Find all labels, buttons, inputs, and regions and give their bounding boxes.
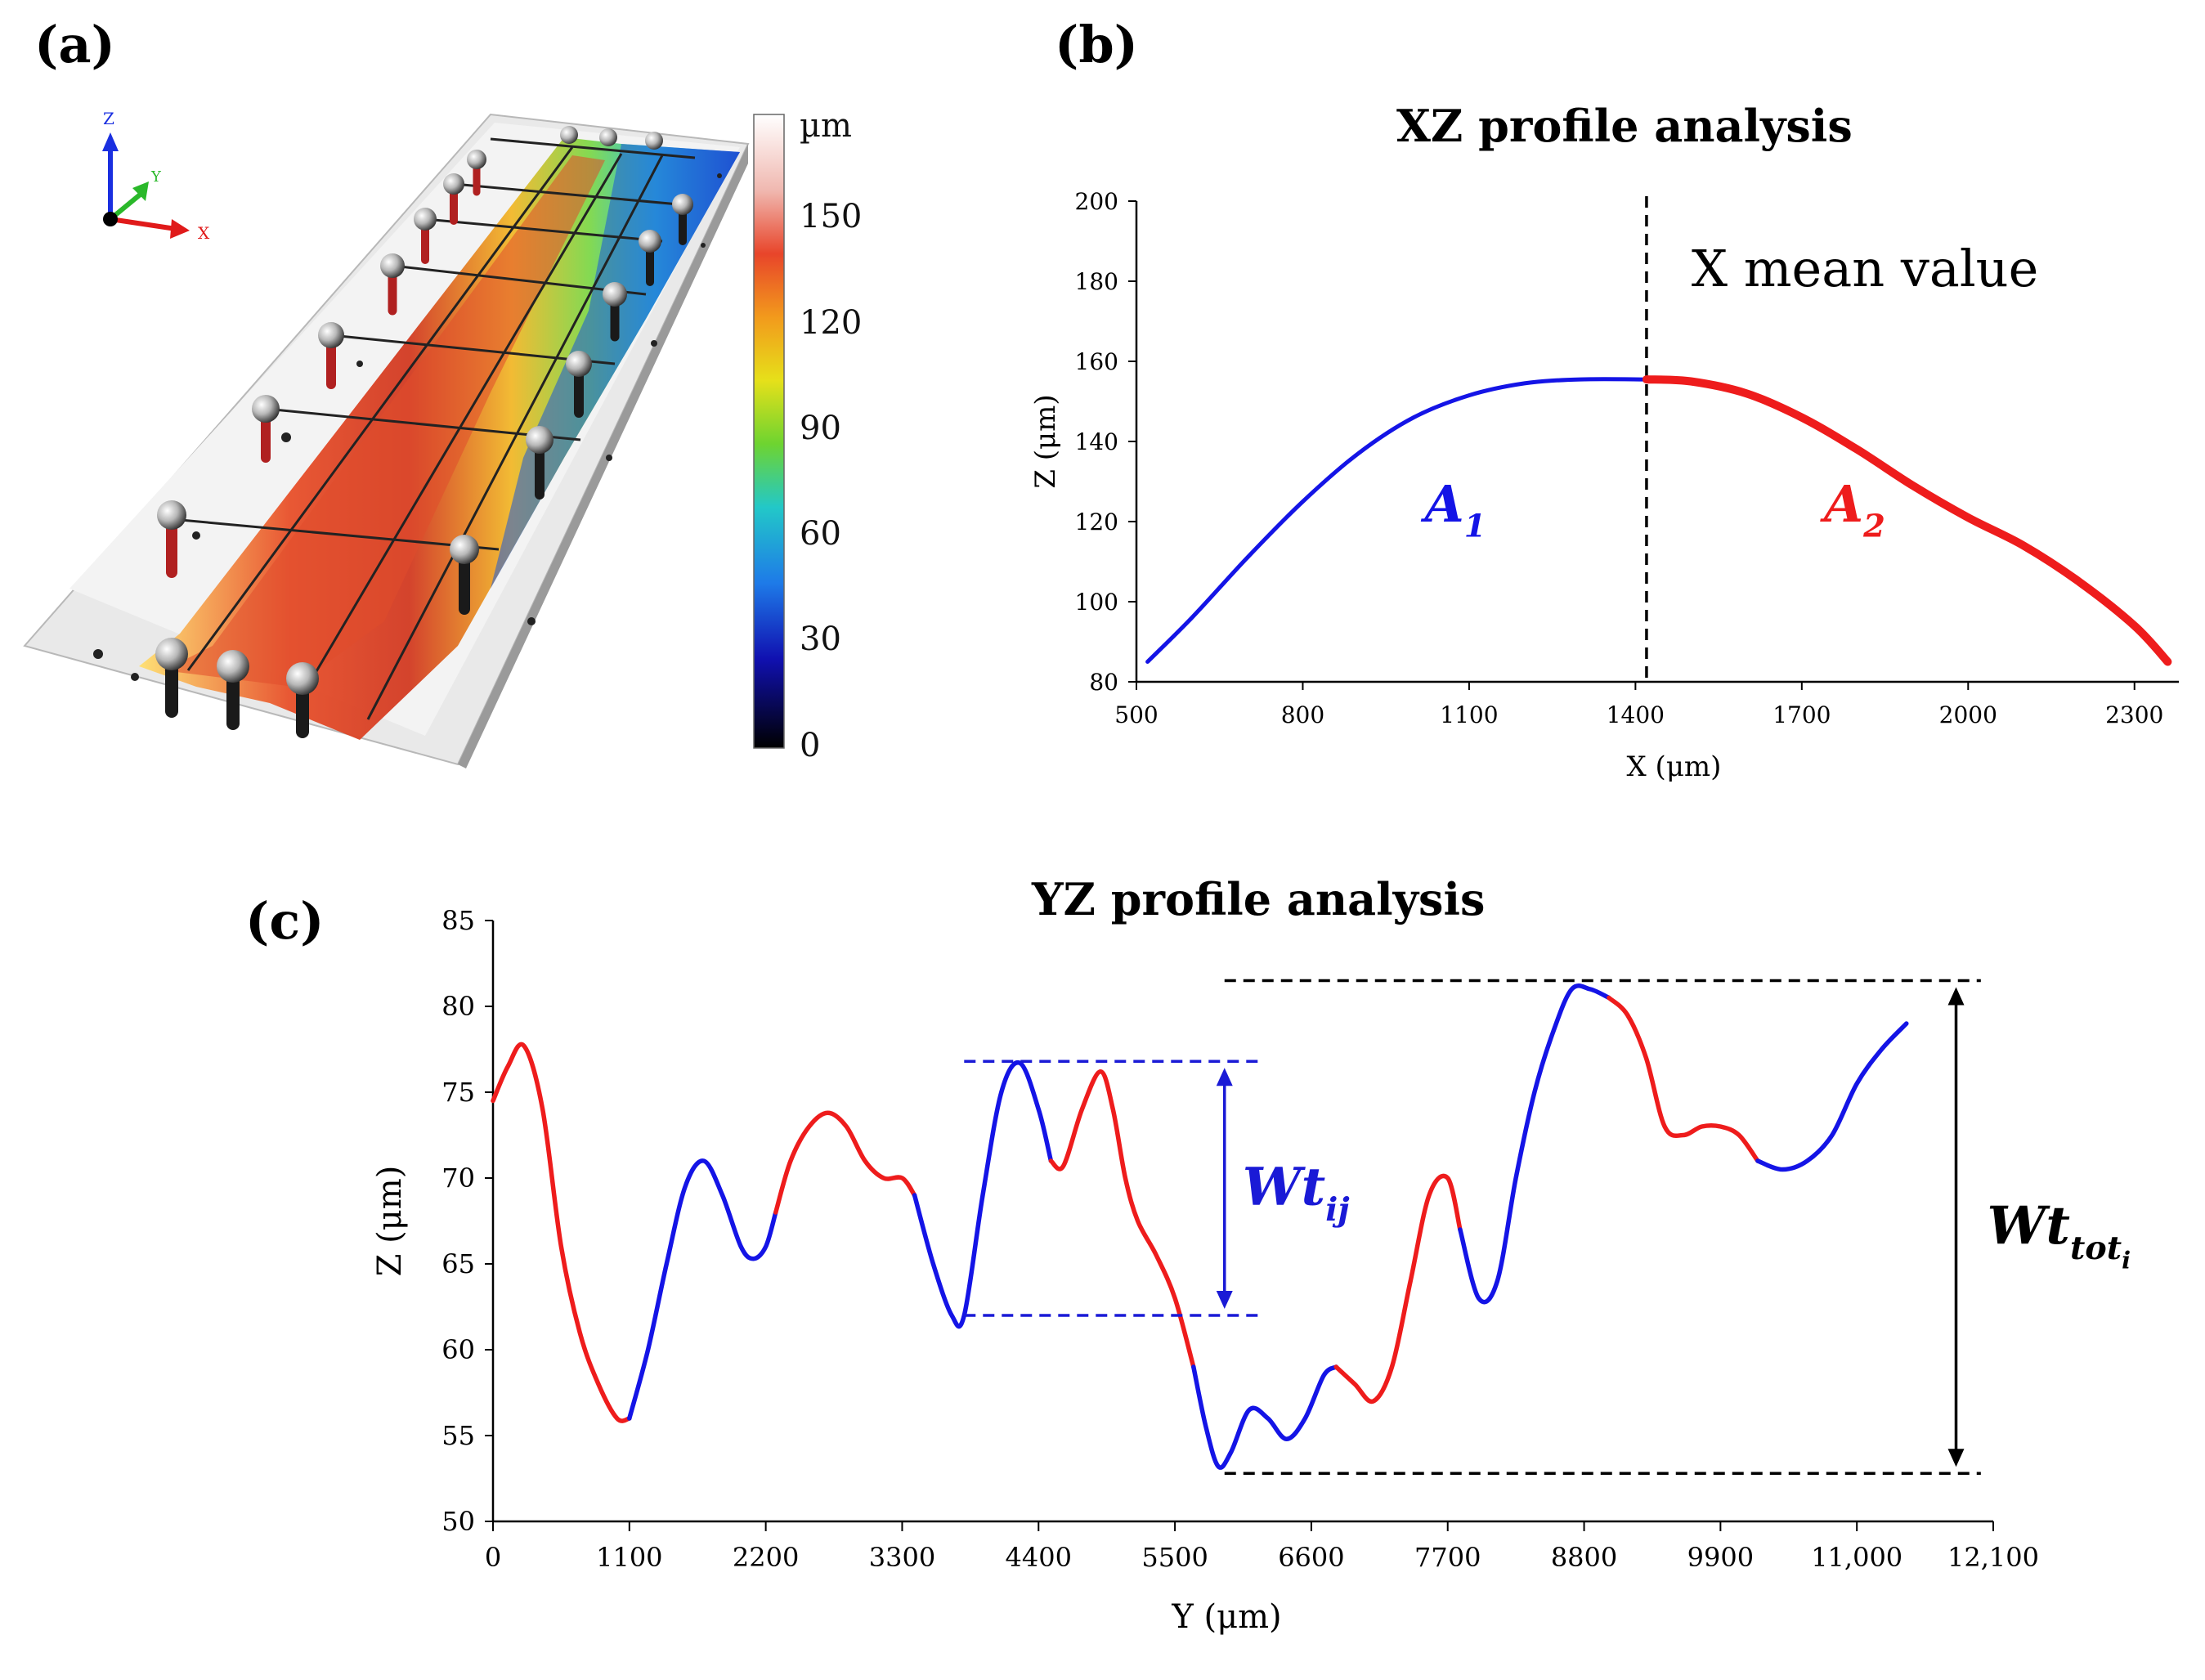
x-tick-label: 1400 (1607, 701, 1665, 728)
annotation-label-Wt_tot_i: Wttoti (1988, 1195, 2131, 1275)
y-tick-label: 85 (441, 905, 475, 936)
xz-profile-chart: 80 100 120 140 160 180 200 500 800 1100 1400 1700 20… (1029, 188, 2179, 783)
series-segment-ascending (627, 1158, 778, 1421)
y-tick-label: 60 (441, 1334, 475, 1365)
y-axis-label: Z (μm) (371, 1166, 409, 1277)
xz-chart-title: XZ profile analysis (1396, 100, 1853, 152)
series-label-a2: A2 (1820, 474, 1885, 545)
x-tick-label: 9900 (1687, 1542, 1754, 1573)
y-tick-label: 140 (1075, 428, 1118, 455)
yz-chart-title: YZ profile analysis (1032, 873, 1486, 925)
series-segment-ascending (1755, 1021, 1909, 1172)
x-tick-label: 2000 (1939, 701, 1997, 728)
x-axis-label: X (μm) (1627, 750, 1722, 783)
axes-triad-z-label: Z (103, 109, 114, 128)
series-segment-descending (773, 1110, 917, 1215)
x-tick-label: 12,100 (1947, 1542, 2039, 1573)
series-segment-descending (1333, 1173, 1463, 1404)
mean-annotation: X mean value (1692, 239, 2038, 298)
yz-profile-chart: 50 55 60 65 70 75 80 85 0 1100 2200 3300 4400 5500 660… (371, 905, 2131, 1636)
colorbar-tick: 90 (800, 410, 841, 447)
series-line-A2 (1642, 375, 2172, 666)
surface-3d-render: Z Y X µm 150 120 90 60 30 0 (23, 107, 862, 768)
x-tick-label: 7700 (1414, 1542, 1481, 1573)
x-tick-label: 2300 (2105, 701, 2163, 728)
arrow-head-down (1216, 1291, 1233, 1309)
x-tick-label: 800 (1281, 701, 1324, 728)
axes-triad-y-label: Y (150, 168, 162, 186)
series-segment-descending (1607, 995, 1760, 1163)
x-tick-label: 2200 (733, 1542, 799, 1573)
series-segment-ascending (1458, 983, 1611, 1305)
arrow-head-up (1216, 1068, 1233, 1086)
series-segment-ascending (1191, 1364, 1338, 1470)
y-tick-label: 80 (1089, 669, 1118, 696)
x-tick-label: 1700 (1773, 701, 1831, 728)
x-tick-label: 3300 (869, 1542, 935, 1573)
y-tick-label: 55 (441, 1420, 475, 1451)
x-tick-label: 4400 (1006, 1542, 1072, 1573)
arrow-head-up (1947, 987, 1965, 1006)
axes-triad-icon (102, 132, 190, 239)
annotation-label-Wt_ij: Wtij (1243, 1157, 1351, 1229)
series-label-a1: A1 (1421, 474, 1486, 545)
series-segment-descending (1048, 1069, 1196, 1369)
x-tick-label: 8800 (1551, 1542, 1617, 1573)
y-tick-label: 65 (441, 1248, 475, 1279)
panel-label-b: (b) (1055, 15, 1139, 74)
x-tick-label: 5500 (1141, 1542, 1208, 1573)
x-tick-label: 1100 (1440, 701, 1498, 728)
colorbar-unit: µm (800, 107, 852, 145)
series-segment-ascending (912, 1060, 1054, 1329)
colorbar-tick: 0 (800, 727, 820, 764)
x-tick-label: 6600 (1278, 1542, 1344, 1573)
y-tick-label: 80 (441, 991, 475, 1022)
x-axis-label: Y (μm) (1171, 1598, 1281, 1636)
y-tick-label: 70 (441, 1163, 475, 1194)
x-tick-label: 11,000 (1811, 1542, 1902, 1573)
panel-label-c: (c) (245, 891, 325, 951)
series-line-A1 (1145, 377, 1649, 664)
y-tick-label: 180 (1075, 268, 1118, 295)
y-tick-label: 100 (1075, 589, 1118, 616)
colorbar-tick: 120 (800, 304, 862, 342)
series-segment-descending (491, 1042, 632, 1423)
arrow-head-down (1947, 1449, 1965, 1467)
axes-triad-x-label: X (198, 223, 210, 243)
colorbar-tick: 60 (800, 515, 841, 553)
colorbar (753, 114, 785, 749)
y-axis-label: Z (μm) (1029, 394, 1062, 488)
y-tick-label: 120 (1075, 508, 1118, 535)
y-tick-label: 160 (1075, 348, 1118, 375)
x-tick-label: 1100 (596, 1542, 662, 1573)
y-tick-label: 50 (441, 1506, 475, 1537)
panel-label-a: (a) (34, 15, 115, 74)
x-tick-label: 500 (1114, 701, 1158, 728)
colorbar-tick: 30 (800, 620, 841, 658)
y-tick-label: 200 (1075, 188, 1118, 215)
y-tick-label: 75 (441, 1077, 475, 1108)
x-tick-label: 0 (485, 1542, 501, 1573)
colorbar-tick: 150 (800, 198, 862, 235)
